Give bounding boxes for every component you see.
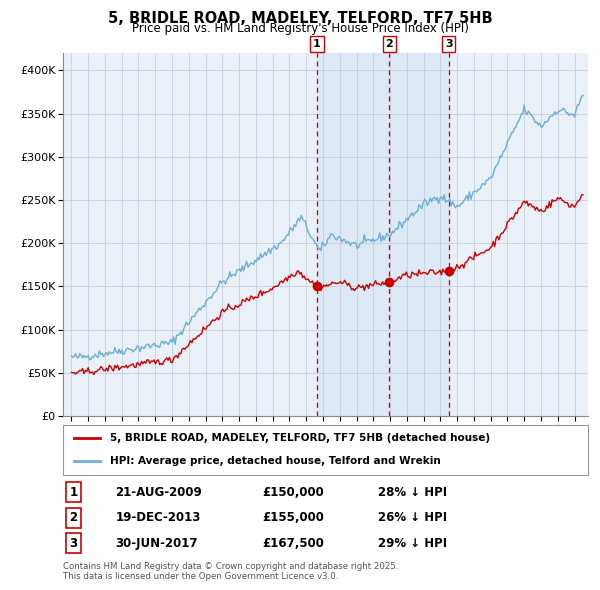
Text: 5, BRIDLE ROAD, MADELEY, TELFORD, TF7 5HB: 5, BRIDLE ROAD, MADELEY, TELFORD, TF7 5H… bbox=[107, 11, 493, 25]
Text: HPI: Average price, detached house, Telford and Wrekin: HPI: Average price, detached house, Telf… bbox=[110, 457, 441, 467]
Text: 19-DEC-2013: 19-DEC-2013 bbox=[115, 511, 201, 525]
Text: £155,000: £155,000 bbox=[263, 511, 325, 525]
Bar bbox=[317, 53, 449, 416]
Text: 5, BRIDLE ROAD, MADELEY, TELFORD, TF7 5HB (detached house): 5, BRIDLE ROAD, MADELEY, TELFORD, TF7 5H… bbox=[110, 433, 490, 443]
Text: Contains HM Land Registry data © Crown copyright and database right 2025.
This d: Contains HM Land Registry data © Crown c… bbox=[63, 562, 398, 581]
Text: 1: 1 bbox=[70, 486, 77, 499]
Text: £167,500: £167,500 bbox=[263, 537, 325, 550]
Text: 1: 1 bbox=[313, 39, 321, 49]
Text: £150,000: £150,000 bbox=[263, 486, 324, 499]
Text: 29% ↓ HPI: 29% ↓ HPI bbox=[378, 537, 447, 550]
Text: 30-JUN-2017: 30-JUN-2017 bbox=[115, 537, 198, 550]
Text: 2: 2 bbox=[70, 511, 77, 525]
Text: 28% ↓ HPI: 28% ↓ HPI bbox=[378, 486, 447, 499]
Text: 26% ↓ HPI: 26% ↓ HPI bbox=[378, 511, 447, 525]
Text: 3: 3 bbox=[70, 537, 77, 550]
Text: 3: 3 bbox=[445, 39, 452, 49]
Text: 21-AUG-2009: 21-AUG-2009 bbox=[115, 486, 202, 499]
Text: Price paid vs. HM Land Registry's House Price Index (HPI): Price paid vs. HM Land Registry's House … bbox=[131, 22, 469, 35]
Text: 2: 2 bbox=[386, 39, 394, 49]
